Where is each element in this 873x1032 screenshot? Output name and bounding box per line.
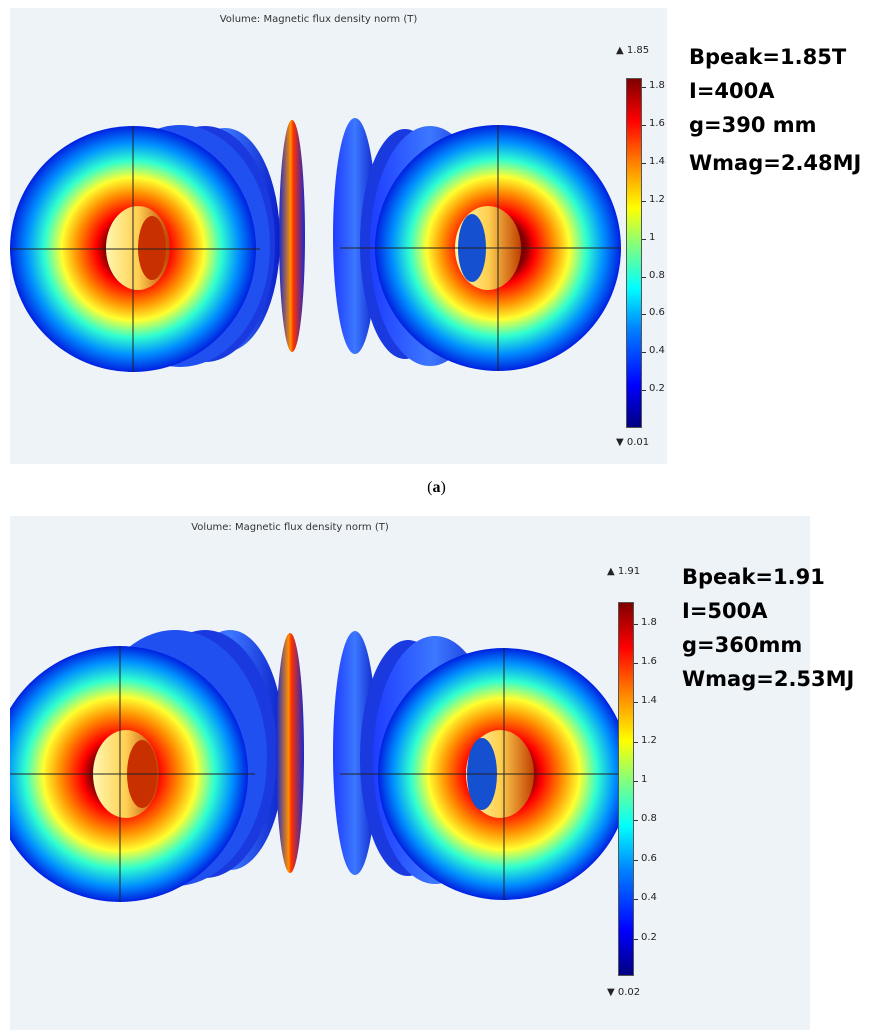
figure-a-colorbar-min: ▼ 0.01 — [616, 437, 650, 448]
figure-b-bpeak: Bpeak=1.91 — [682, 565, 825, 589]
figure-a-colorbar-tick-label: 1 — [649, 231, 656, 243]
figure-b-colorbar-min: ▼ 0.02 — [607, 987, 641, 998]
figure-b-coil-render — [10, 630, 630, 902]
figure-b-colorbar-tick-mark — [634, 820, 638, 822]
figure-a-parameters: Bpeak=1.85T I=400A g=390 mm Wmag=2.48MJ — [689, 40, 861, 180]
figure-b-colorbar-tick-mark — [634, 623, 638, 625]
center-plate-left — [279, 120, 305, 352]
figure-a-colorbar-tick-label: 0.2 — [649, 383, 665, 395]
figure-a-colorbar — [626, 78, 642, 428]
figure-b-colorbar-tick-label: 1.8 — [641, 616, 657, 628]
figure-b-colorbar-tick-label: 0.8 — [641, 813, 657, 825]
figure-b-panel: Volume: Magnetic flux density norm (T) — [10, 516, 810, 1030]
figure-a-colorbar-tick-label: 1.4 — [649, 156, 665, 168]
figure-b-colorbar-tick-mark — [634, 741, 638, 743]
figure-a-colorbar-tick-label: 1.6 — [649, 118, 665, 130]
figure-b-colorbar-tick-label: 0.6 — [641, 852, 657, 864]
figure-a-panel: Volume: Magnetic flux density norm (T) — [10, 8, 667, 464]
figure-b-colorbar-tick-mark — [634, 899, 638, 901]
figure-a-colorbar-tick-mark — [642, 238, 646, 240]
figure-a-colorbar-max: ▲ 1.85 — [616, 45, 650, 56]
figure-b-current: I=500A — [682, 599, 768, 623]
figure-b-gap: g=360mm — [682, 633, 803, 657]
figure-a-colorbar-tick-label: 0.4 — [649, 345, 665, 357]
figure-b-colorbar-tick-label: 1.6 — [641, 656, 657, 668]
figure-a-wmag: Wmag=2.48MJ — [689, 151, 862, 175]
figure-b-colorbar — [618, 602, 634, 976]
figure-b-colorbar-tick-mark — [634, 859, 638, 861]
figure-b-colorbar-max: ▲ 1.91 — [607, 566, 641, 577]
figure-a-colorbar-tick-mark — [642, 352, 646, 354]
figure-a-bpeak: Bpeak=1.85T — [689, 45, 847, 69]
figure-b-colorbar-tick-mark — [634, 702, 638, 704]
figure-a-colorbar-tick-label: 0.6 — [649, 307, 665, 319]
figure-a-colorbar-tick-label: 1.8 — [649, 80, 665, 92]
figure-a-colorbar-tick-mark — [642, 390, 646, 392]
figure-a-colorbar-tick-label: 0.8 — [649, 269, 665, 281]
figure-b-colorbar-tick-label: 0.2 — [641, 931, 657, 943]
figure-a-colorbar-tick-mark — [642, 200, 646, 202]
figure-a-current: I=400A — [689, 79, 775, 103]
figure-a-colorbar-tick-mark — [642, 125, 646, 127]
figure-b-colorbar-tick-label: 1.2 — [641, 734, 657, 746]
figure-b-plot-title: Volume: Magnetic flux density norm (T) — [191, 522, 389, 533]
figure-caption-a: (a) — [427, 479, 446, 496]
figure-a-colorbar-tick-mark — [642, 276, 646, 278]
figure-a-coil-render — [10, 118, 621, 372]
figure-b-wmag: Wmag=2.53MJ — [682, 667, 855, 691]
figure-b-colorbar-tick-label: 1.4 — [641, 695, 657, 707]
figure-b-colorbar-tick-mark — [634, 781, 638, 783]
figure-b-colorbar-tick-mark — [634, 663, 638, 665]
figure-b-colorbar-tick-label: 1 — [641, 774, 648, 786]
figure-b-parameters: Bpeak=1.91 I=500A g=360mm Wmag=2.53MJ — [682, 560, 854, 696]
center-plate-left — [276, 633, 304, 873]
figure-a-colorbar-tick-mark — [642, 163, 646, 165]
figure-a-plot-title: Volume: Magnetic flux density norm (T) — [219, 14, 418, 25]
left-coil-bore-inner — [138, 216, 166, 280]
figure-b-colorbar-tick-label: 0.4 — [641, 892, 657, 904]
figure-b-colorbar-tick-mark — [634, 938, 638, 940]
figure-a-colorbar-tick-mark — [642, 87, 646, 89]
figure-a-colorbar-tick-label: 1.2 — [649, 193, 665, 205]
figure-a-gap: g=390 mm — [689, 113, 817, 137]
figure-a-colorbar-tick-mark — [642, 314, 646, 316]
